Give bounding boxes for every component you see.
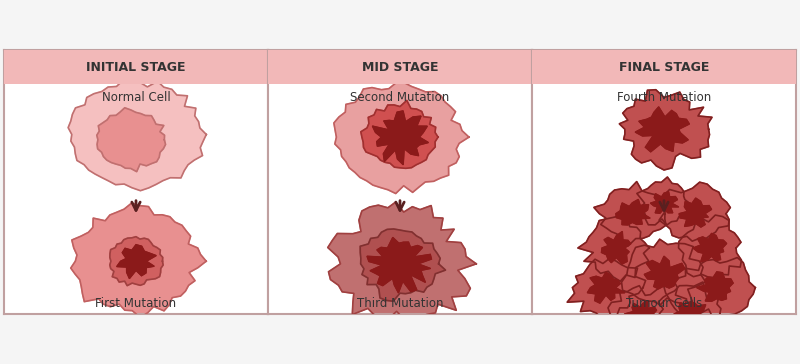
Polygon shape [68, 80, 206, 191]
Polygon shape [693, 233, 726, 262]
Polygon shape [673, 258, 755, 318]
Polygon shape [97, 108, 166, 172]
Polygon shape [697, 272, 733, 301]
Polygon shape [644, 256, 685, 289]
Polygon shape [328, 202, 476, 319]
Polygon shape [117, 245, 156, 278]
Polygon shape [567, 258, 646, 324]
Text: Third Mutation: Third Mutation [357, 297, 443, 310]
Polygon shape [594, 182, 666, 246]
Polygon shape [110, 237, 163, 286]
Text: FINAL STAGE: FINAL STAGE [619, 61, 709, 74]
Polygon shape [608, 285, 680, 342]
Polygon shape [619, 90, 712, 170]
Text: Second Mutation: Second Mutation [350, 91, 450, 104]
Bar [268, 50, 532, 84]
Text: Fourth Mutation: Fourth Mutation [617, 91, 711, 104]
Polygon shape [578, 216, 649, 281]
Polygon shape [658, 282, 726, 344]
Polygon shape [622, 239, 706, 305]
Polygon shape [602, 232, 630, 264]
Polygon shape [659, 182, 730, 241]
Polygon shape [650, 192, 678, 213]
Polygon shape [360, 229, 446, 301]
Polygon shape [334, 83, 469, 194]
Text: INITIAL STAGE: INITIAL STAGE [86, 61, 186, 74]
Bar [4, 50, 268, 84]
Polygon shape [367, 237, 431, 293]
Bar [532, 50, 796, 84]
Text: Tumour Cells: Tumour Cells [626, 297, 702, 310]
Text: First Mutation: First Mutation [95, 297, 177, 310]
Polygon shape [637, 177, 690, 225]
Polygon shape [674, 302, 707, 328]
Polygon shape [70, 203, 206, 317]
Text: Normal Cell: Normal Cell [102, 91, 170, 104]
Polygon shape [625, 301, 657, 327]
Polygon shape [361, 100, 438, 168]
Polygon shape [616, 199, 650, 225]
Polygon shape [373, 111, 428, 165]
Polygon shape [679, 198, 711, 227]
Polygon shape [635, 107, 690, 152]
Text: MID STAGE: MID STAGE [362, 61, 438, 74]
Polygon shape [678, 215, 742, 278]
Polygon shape [587, 272, 625, 303]
